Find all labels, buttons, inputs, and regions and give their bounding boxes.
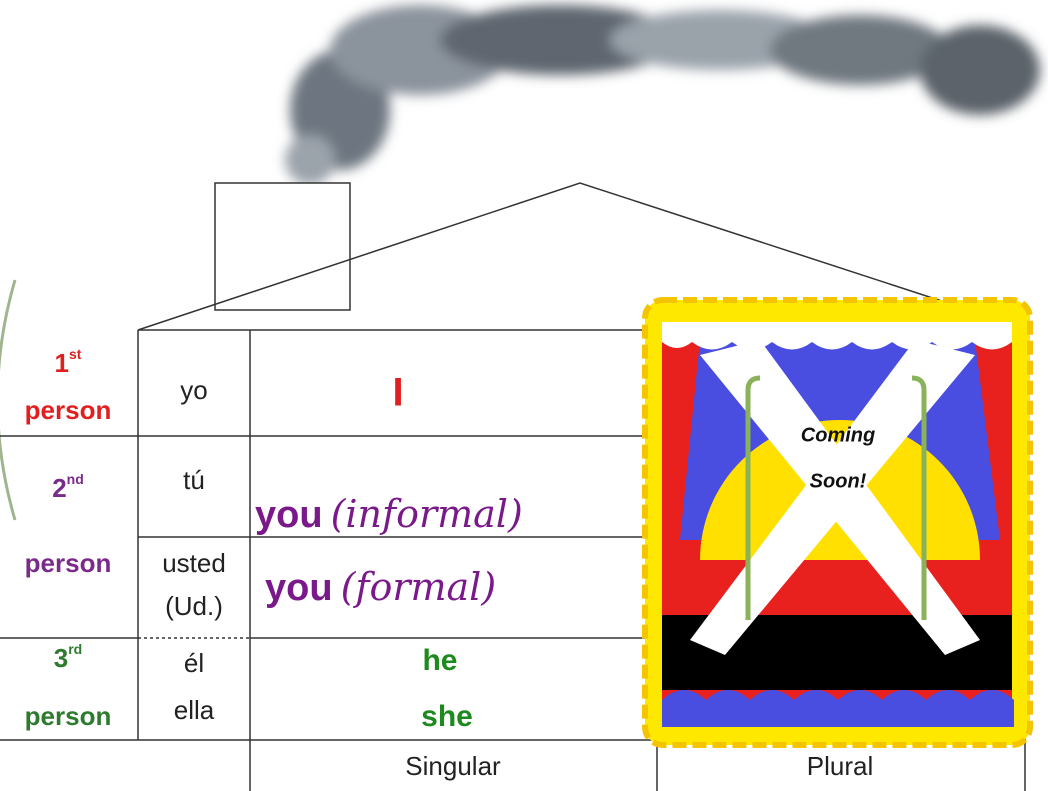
sup: rd: [68, 641, 82, 657]
sup: st: [69, 346, 82, 362]
column-label: Plural: [807, 751, 873, 781]
num: 1: [55, 348, 69, 378]
register: (formal): [341, 565, 497, 609]
coming-soon-poster: Coming Soon!: [642, 297, 1033, 748]
you: you: [265, 567, 333, 609]
num: 3: [54, 643, 68, 673]
translation: you (informal): [255, 492, 523, 537]
sup: nd: [67, 471, 84, 487]
translations: I you (informal) you (formal) he she: [255, 371, 523, 733]
decor-arc: [0, 279, 17, 521]
translation: I: [392, 371, 403, 415]
poster-text: Soon!: [810, 470, 867, 492]
column-label: Singular: [405, 751, 501, 781]
num: 2: [52, 473, 66, 503]
pronoun: usted: [162, 548, 226, 578]
person-word: person: [25, 701, 112, 731]
pronoun: ella: [174, 695, 215, 725]
translation: you (formal): [265, 565, 496, 610]
person-number: 2nd: [52, 471, 84, 503]
you: you: [255, 494, 323, 536]
person-labels: 1st person 2nd person 3rd person: [25, 346, 112, 731]
poster-text: Coming: [801, 424, 875, 446]
pronoun: (Ud.): [165, 591, 223, 621]
translation: he: [422, 644, 457, 677]
person-number: 3rd: [54, 641, 82, 673]
pronoun: él: [184, 648, 204, 678]
person-word: person: [25, 395, 112, 425]
smoke: [285, 5, 1040, 185]
person-word: person: [25, 548, 112, 578]
pronouns: yo tú usted (Ud.) él ella: [162, 375, 226, 725]
translation: she: [421, 700, 473, 733]
person-number: 1st: [55, 346, 82, 378]
pronoun: tú: [183, 465, 205, 495]
pronoun: yo: [180, 375, 207, 405]
register: (informal): [331, 492, 523, 536]
